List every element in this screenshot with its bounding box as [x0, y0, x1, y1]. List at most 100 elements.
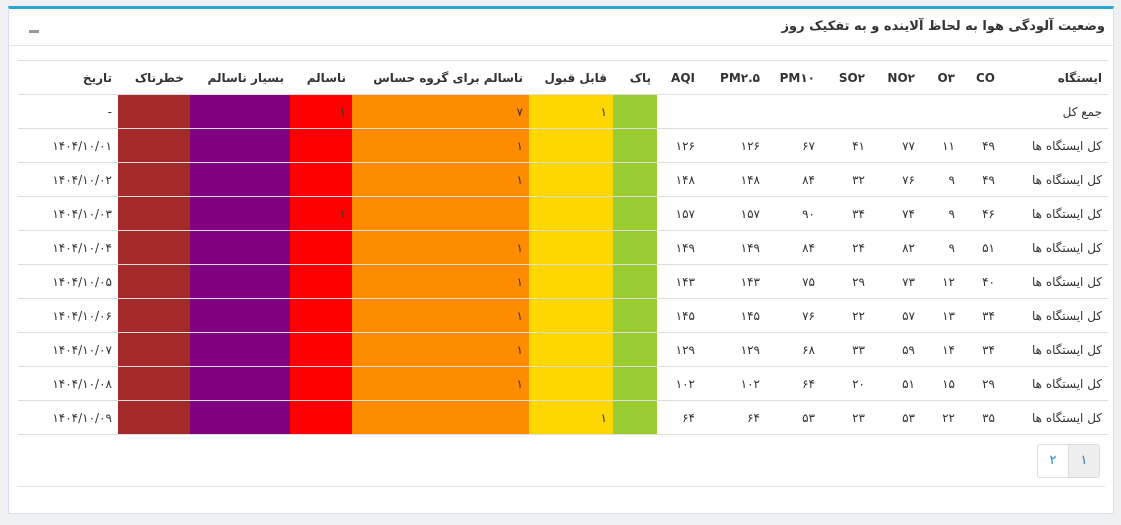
table-cell: ۹	[921, 230, 961, 265]
table-row: کل ایستگاه ها ۲۹ ۱۵ ۵۱ ۲۰ ۶۴ ۱۰۲ ۱۰۲ ۱ ۱۴۰۴/۱۰/۰۸	[18, 366, 1108, 401]
table-row: کل ایستگاه ها ۵۱ ۹ ۸۲ ۲۴ ۸۴ ۱۴۹ ۱۴۹ ۱ ۱۴۰۴/۱۰/۰۴	[18, 230, 1108, 265]
table-cell: ۱۵۷	[657, 196, 701, 231]
table-cell: ۴۰	[961, 264, 1001, 299]
table-cell	[961, 94, 1001, 129]
table-cell	[613, 400, 657, 435]
column-header: SO۲	[821, 60, 871, 95]
table-cell: ۱۴۵	[657, 298, 701, 333]
table-cell: ۳۵	[961, 400, 1001, 435]
table-cell: ۱۴۵	[701, 298, 766, 333]
table-cell: ۵۳	[871, 400, 921, 435]
table-cell: ۴۹	[961, 162, 1001, 197]
table-cell: ۲۲	[821, 298, 871, 333]
table-cell: کل ایستگاه ها	[1001, 332, 1108, 367]
divider	[17, 486, 1105, 487]
table-cell: ۶۸	[766, 332, 821, 367]
table-cell	[118, 332, 190, 367]
table-cell	[118, 366, 190, 401]
column-header: تاریخ	[18, 60, 118, 95]
table-cell	[657, 94, 701, 129]
table-cell: ۷۵	[766, 264, 821, 299]
table-cell	[118, 128, 190, 163]
table-cell: ۹	[921, 196, 961, 231]
table-cell: ۵۳	[766, 400, 821, 435]
table-cell: ۷	[352, 94, 529, 129]
column-header: PM۱۰	[766, 60, 821, 95]
column-header: پاک	[613, 60, 657, 95]
table-cell: ۳۳	[821, 332, 871, 367]
table-cell: کل ایستگاه ها	[1001, 366, 1108, 401]
table-cell	[118, 400, 190, 435]
table-cell: ۱۲۶	[657, 128, 701, 163]
table-cell: -	[18, 94, 118, 129]
table-cell: ۱	[352, 128, 529, 163]
table-cell	[613, 230, 657, 265]
table-cell: ۵۱	[871, 366, 921, 401]
table-cell	[190, 366, 290, 401]
table-cell: ۱۴۰۴/۱۰/۰۷	[18, 332, 118, 367]
table-cell	[613, 332, 657, 367]
table-cell: ۲۳	[821, 400, 871, 435]
collapse-button[interactable]	[29, 30, 39, 33]
table-cell: ۳۲	[821, 162, 871, 197]
table-cell: ۱۴۸	[657, 162, 701, 197]
table-cell	[766, 94, 821, 129]
table-row: جمع کل ۱ ۷ ۱ -	[18, 94, 1108, 129]
table-cell: کل ایستگاه ها	[1001, 162, 1108, 197]
table-cell: جمع کل	[1001, 94, 1108, 129]
table-cell: ۷۶	[871, 162, 921, 197]
table-row: کل ایستگاه ها ۴۰ ۱۲ ۷۳ ۲۹ ۷۵ ۱۴۳ ۱۴۳ ۱ ۱۴۰۴/۱۰/۰۵	[18, 264, 1108, 299]
table-cell: ۶۴	[701, 400, 766, 435]
table-cell	[701, 94, 766, 129]
table-cell: ۱۴۰۴/۱۰/۰۲	[18, 162, 118, 197]
table-cell: ۱۴۰۴/۱۰/۰۶	[18, 298, 118, 333]
table-cell: ۱۲	[921, 264, 961, 299]
table-cell: ۲۲	[921, 400, 961, 435]
table-cell	[290, 230, 352, 265]
table-cell: ۱	[352, 264, 529, 299]
table-cell: ۱۴۰۴/۱۰/۰۸	[18, 366, 118, 401]
table-cell: ۷۴	[871, 196, 921, 231]
table-cell	[118, 196, 190, 231]
table-cell	[529, 128, 613, 163]
table-cell	[190, 400, 290, 435]
table-cell: ۳۴	[961, 298, 1001, 333]
table-cell	[190, 298, 290, 333]
table-cell: ۱۴۰۴/۱۰/۰۳	[18, 196, 118, 231]
table-cell: ۷۳	[871, 264, 921, 299]
table-cell: ۱	[352, 162, 529, 197]
table-cell: ۱۴۹	[701, 230, 766, 265]
column-header: خطرناک	[118, 60, 190, 95]
table-cell: ۹	[921, 162, 961, 197]
table-cell	[290, 298, 352, 333]
table-cell	[352, 196, 529, 231]
table-cell	[613, 366, 657, 401]
page-button[interactable]: ۲	[1049, 453, 1057, 468]
table-cell: کل ایستگاه ها	[1001, 230, 1108, 265]
table-cell: ۴۱	[821, 128, 871, 163]
table-cell: ۲۹	[961, 366, 1001, 401]
table-cell: کل ایستگاه ها	[1001, 196, 1108, 231]
table-cell: ۱۰۲	[701, 366, 766, 401]
table-cell: ۱	[529, 400, 613, 435]
column-header: O۳	[921, 60, 961, 95]
table-cell: ۵۹	[871, 332, 921, 367]
table-cell: ۱۱	[921, 128, 961, 163]
column-header: ناسالم	[290, 60, 352, 95]
table-cell	[118, 298, 190, 333]
column-header: PM۲.۵	[701, 60, 766, 95]
table-cell: ۱۴۰۴/۱۰/۰۵	[18, 264, 118, 299]
table-cell: ۶۴	[766, 366, 821, 401]
table-cell: ۱۴۳	[657, 264, 701, 299]
page-button[interactable]: ۱	[1068, 445, 1099, 477]
table-cell: کل ایستگاه ها	[1001, 400, 1108, 435]
table-cell	[529, 298, 613, 333]
table-row: کل ایستگاه ها ۳۴ ۱۴ ۵۹ ۳۳ ۶۸ ۱۲۹ ۱۲۹ ۱ ۱۴۰۴/۱۰/۰۷	[18, 332, 1108, 367]
divider	[9, 45, 1113, 46]
table-cell: ۱۴۸	[701, 162, 766, 197]
table-cell	[118, 230, 190, 265]
table-cell	[613, 196, 657, 231]
table-cell	[190, 162, 290, 197]
table-row: کل ایستگاه ها ۴۶ ۹ ۷۴ ۳۴ ۹۰ ۱۵۷ ۱۵۷ ۱ ۱۴۰۴/۱۰/۰۳	[18, 196, 1108, 231]
column-header: CO	[961, 60, 1001, 95]
